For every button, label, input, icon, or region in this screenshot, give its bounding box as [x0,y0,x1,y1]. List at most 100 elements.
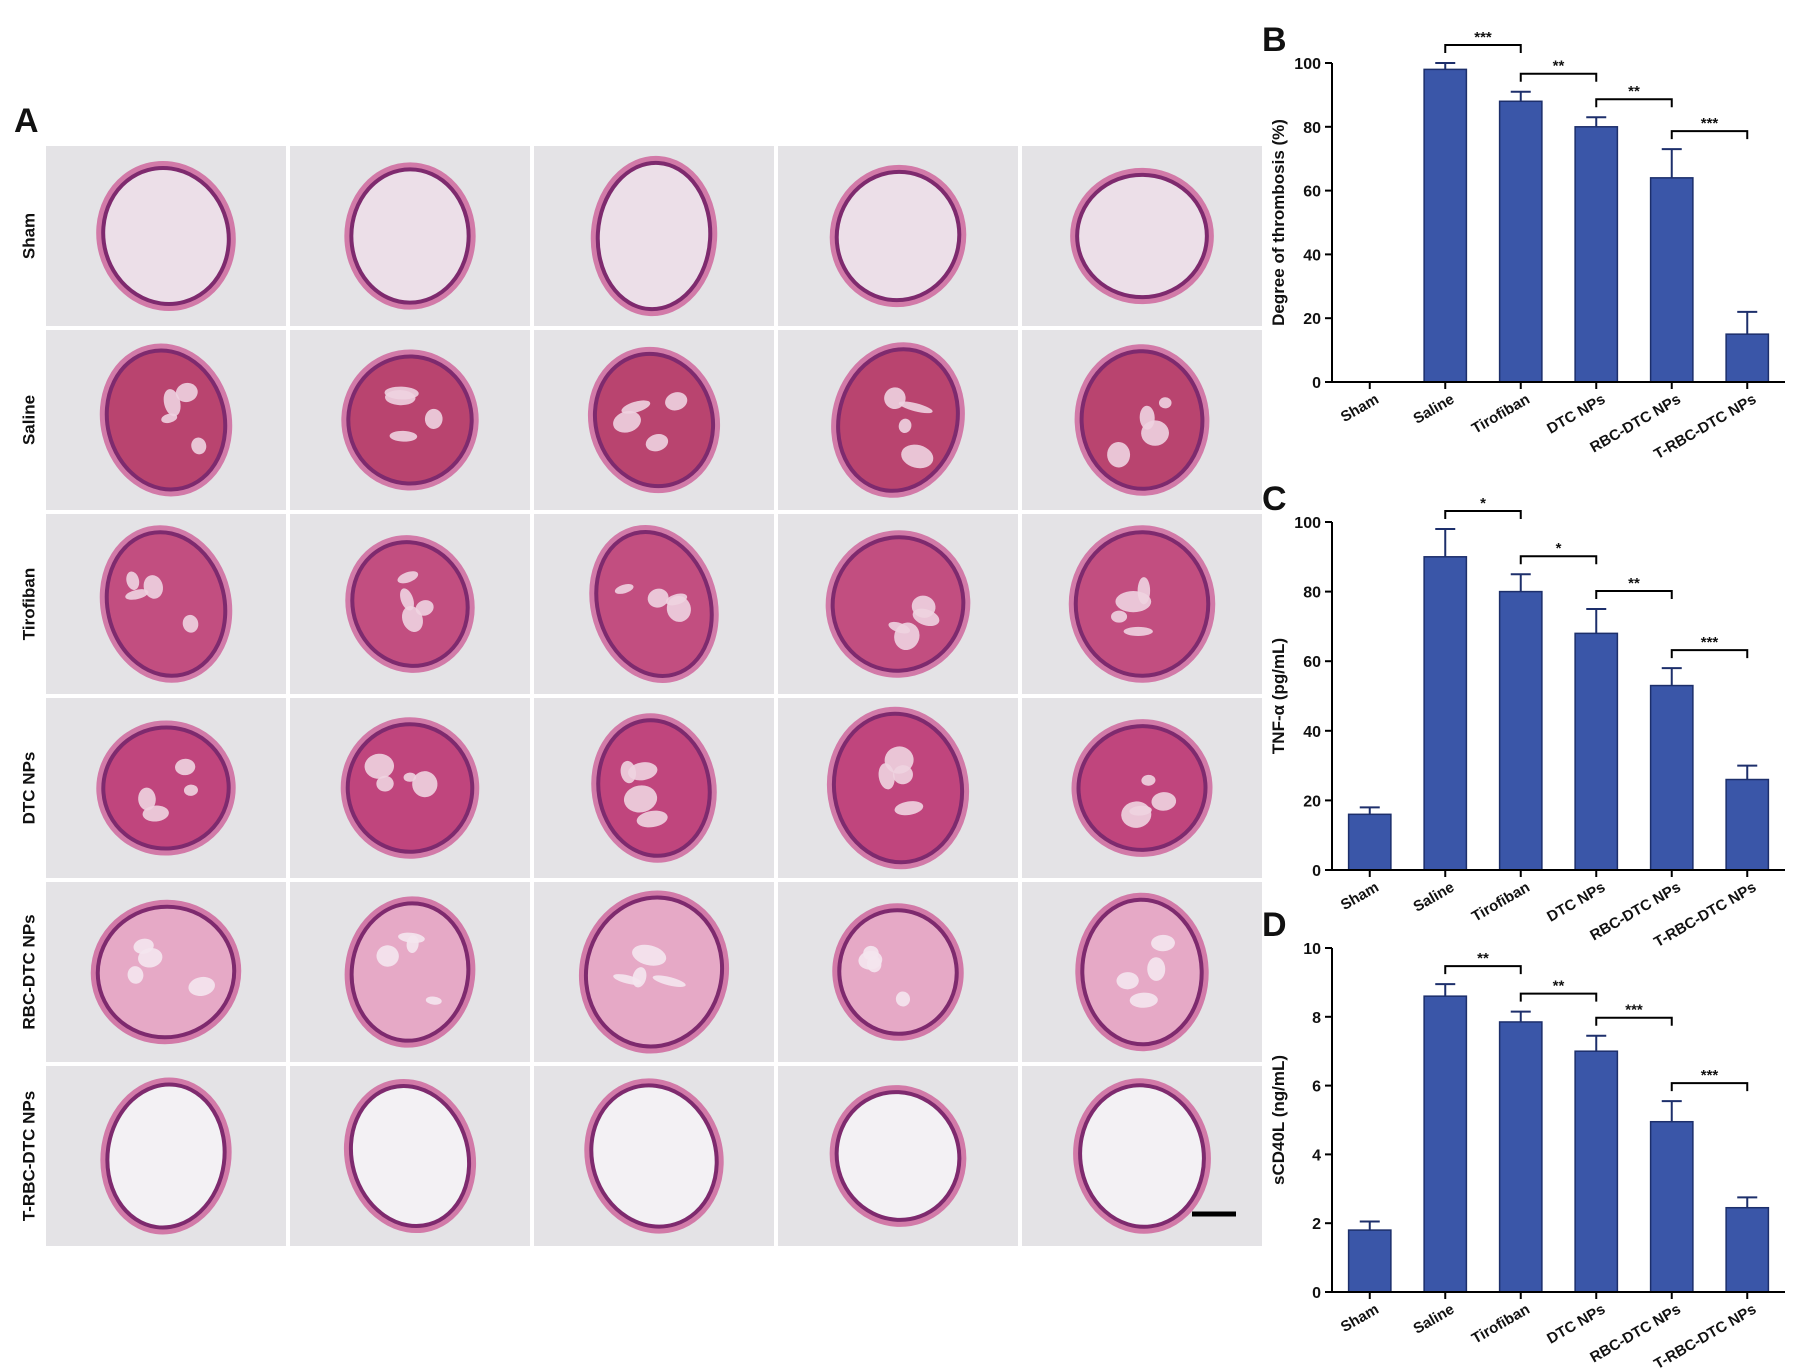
error-bar [1586,116,1607,127]
vessel-wall [1071,719,1213,857]
thrombus-gap [398,932,425,943]
row-label: Sham [19,213,38,259]
thrombus-gap [888,621,911,634]
thrombus-gap [1147,957,1166,981]
x-tick-label: Saline [1410,391,1457,428]
panel-label: A [14,102,39,140]
x-tick-label: DTC NPs [1544,391,1608,438]
vessel-lumen [596,718,712,858]
vessel-lumen [95,904,237,1040]
y-tick-label: 0 [1312,1285,1321,1302]
bar [1649,684,1694,871]
significance-bracket [1670,649,1749,659]
thrombus-gap [389,430,418,442]
vessel-section [1068,525,1216,683]
significance-label: ** [1477,950,1489,967]
panel-label: C [1262,480,1287,518]
thrombus-gap [666,595,691,622]
thrombus-gap [1158,397,1172,409]
vessel-wall [90,899,242,1045]
thrombus-gap [376,775,394,792]
vessel-section [587,346,721,494]
y-axis-label: Degree of thrombosis (%) [1269,119,1288,326]
thrombus-gap [163,389,181,417]
thrombus-gap [415,600,434,616]
vessel-section [99,343,233,497]
thrombus-gap [175,382,198,403]
bar [1498,1021,1543,1293]
error-bar [1661,667,1682,686]
vessel-wall [345,535,475,673]
bar [1649,177,1694,383]
vessel-lumen [1080,897,1204,1047]
vessel-lumen [104,530,228,678]
significance-bracket [1444,965,1522,975]
x-tick-label: Tirofiban [1469,391,1533,438]
y-axis-label: TNF-α (pg/mL) [1269,638,1288,754]
thrombus-gap [364,753,395,779]
y-tick-label: 2 [1312,1216,1321,1233]
panel-label: D [1262,906,1287,944]
bar [1498,100,1543,383]
thrombus-gap [425,996,442,1005]
y-axis-label: sCD40L (ng/mL) [1269,1055,1288,1185]
vessel-section [578,890,730,1054]
thrombus-gap [665,392,688,411]
significance-label: *** [1474,29,1492,46]
y-tick-label: 8 [1312,1010,1321,1027]
thrombus-gap [866,956,882,973]
vessel-section [584,1078,724,1234]
thrombus-gap [613,411,641,433]
thrombus-gap [895,991,911,1007]
y-tick-label: 40 [1303,724,1321,741]
vessel-wall [99,525,233,683]
thrombus-gap [400,588,414,611]
thrombus-gap [376,945,399,967]
vessel-section [829,164,967,308]
error-bar [1435,983,1456,997]
y-tick-label: 100 [1294,515,1321,532]
significance-label: *** [1625,1002,1643,1019]
y-tick-label: 0 [1312,863,1321,880]
thrombus-gap [125,589,149,600]
thrombus-gap [1111,610,1128,623]
bar [1725,1206,1770,1293]
vessel-lumen [105,1082,227,1230]
thrombus-gap [126,571,140,590]
thrombus-gap [138,787,156,811]
bar [1423,995,1468,1293]
error-bar [1661,148,1682,178]
thrombus-gap [894,801,924,816]
y-tick-label: 80 [1303,585,1321,602]
x-tick-label: DTC NPs [1544,1301,1608,1348]
thrombus-gap [424,408,443,429]
vessel-section [100,1077,232,1235]
vessel-lumen [589,1083,719,1229]
vessel-wall [825,530,971,678]
thrombus-gap [188,976,215,997]
x-tick-label: DTC NPs [1544,879,1608,926]
thrombus-gap [1129,992,1158,1008]
error-bar [1510,90,1531,102]
vessel-lumen [834,1090,962,1222]
vessel-section [1075,892,1209,1052]
thrombus-gap [898,418,912,434]
error-bar [1359,806,1380,815]
thrombus-gap [182,614,199,633]
significance-bracket [1595,98,1673,108]
thrombus-gap [127,966,144,984]
x-tick-label: Saline [1410,879,1457,916]
error-bar [1737,310,1758,335]
significance-bracket [1519,72,1598,82]
thrombus-gap [412,771,438,798]
thrombus-gap [623,785,658,813]
significance-label: ** [1628,83,1640,100]
x-tick-label: Tirofiban [1469,879,1533,926]
significance-label: * [1480,495,1486,512]
vessel-wall [96,160,236,312]
significance-label: *** [1701,1067,1719,1084]
vessel-wall [343,1078,477,1234]
bar [1725,333,1770,383]
vessel-wall [341,349,479,491]
vessel-wall [584,1078,724,1234]
